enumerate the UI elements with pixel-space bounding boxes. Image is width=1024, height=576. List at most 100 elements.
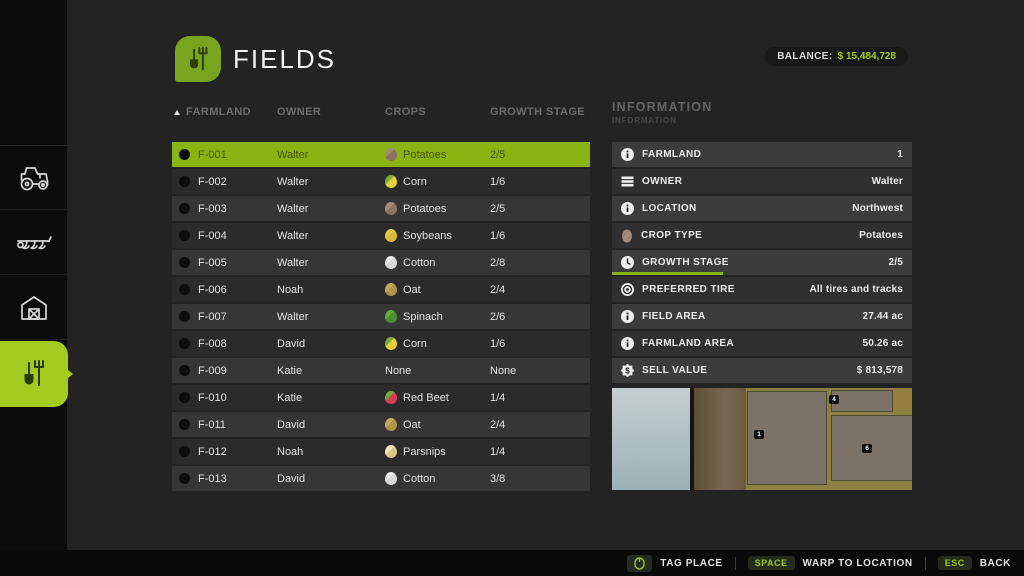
table-row[interactable]: F-012 Noah Parsnips 1/4 xyxy=(172,439,590,464)
table-row[interactable]: F-003 Walter Potatoes 2/5 xyxy=(172,196,590,221)
field-color-dot xyxy=(179,176,190,187)
crop-cell: Red Beet xyxy=(385,391,490,404)
field-id-cell: F-002 xyxy=(172,176,277,188)
table-row[interactable]: F-009 Katie None None xyxy=(172,358,590,383)
crop-name: Corn xyxy=(403,337,427,350)
field-owner: Walter xyxy=(277,202,309,215)
column-header-owner[interactable]: OWNER xyxy=(277,106,322,118)
info-left: PREFERRED TIRE xyxy=(621,283,735,296)
crop-icon xyxy=(385,148,397,161)
crop-icon xyxy=(385,202,397,215)
minimap[interactable]: 1 4 6 xyxy=(612,388,912,490)
map-terrain-patch xyxy=(893,388,912,411)
divider xyxy=(734,556,736,570)
map-field-badge[interactable]: 6 xyxy=(862,444,872,453)
crop-icon xyxy=(385,310,397,323)
info-label: PREFERRED TIRE xyxy=(642,284,735,295)
growth-stage: 2/8 xyxy=(490,256,506,269)
growth-stage: 1/4 xyxy=(490,391,506,404)
info-value: 2/5 xyxy=(888,257,903,268)
field-tools-icon xyxy=(24,360,44,386)
crop-cell: Spinach xyxy=(385,310,490,323)
table-row[interactable]: F-004 Walter Soybeans 1/6 xyxy=(172,223,590,248)
crop-cell: Oat xyxy=(385,418,490,431)
footer-hint[interactable]: SPACE WARP TO LOCATION xyxy=(747,556,913,570)
table-row[interactable]: F-001 Walter Potatoes 2/5 xyxy=(172,142,590,167)
field-color-dot xyxy=(179,419,190,430)
growth-stage: 2/4 xyxy=(490,283,506,296)
field-color-dot xyxy=(179,203,190,214)
table-row[interactable]: F-006 Noah Oat 2/4 xyxy=(172,277,590,302)
field-owner: Katie xyxy=(277,364,303,377)
fields-app-icon xyxy=(175,36,221,82)
map-field-badge[interactable]: 1 xyxy=(754,430,764,439)
crop-cell: Potatoes xyxy=(385,148,490,161)
field-id: F-012 xyxy=(198,445,227,458)
info-label: LOCATION xyxy=(642,203,697,214)
info-row-crop-type: CROP TYPE Potatoes xyxy=(612,223,912,248)
sidebar-item-fields[interactable] xyxy=(0,341,68,407)
column-header-growth-stage[interactable]: GROWTH STAGE xyxy=(490,106,586,118)
info-label: OWNER xyxy=(642,176,683,187)
info-value: Northwest xyxy=(852,203,903,214)
info-label: FARMLAND AREA xyxy=(642,338,735,349)
table-row[interactable]: F-008 David Corn 1/6 xyxy=(172,331,590,356)
info-left: OWNER xyxy=(621,175,682,188)
information-panel: INFORMATION INFORMATION FARMLAND 1 OWNER Wa… xyxy=(612,100,912,385)
column-header-farmland[interactable]: FARMLAND xyxy=(172,106,277,118)
svg-text:$: $ xyxy=(625,366,630,375)
field-id-cell: F-001 xyxy=(172,149,277,161)
field-id-cell: F-004 xyxy=(172,230,277,242)
info-left: FARMLAND xyxy=(621,148,701,161)
crop-cell: Oat xyxy=(385,283,490,296)
footer-hint[interactable]: ESC BACK xyxy=(937,556,1011,570)
growth-progress-bar xyxy=(612,272,723,275)
sidebar-item-implements[interactable] xyxy=(0,211,67,275)
field-id: F-008 xyxy=(198,337,227,350)
info-left: LOCATION xyxy=(621,202,697,215)
sidebar-item-vehicles[interactable] xyxy=(0,146,67,210)
column-header-crops[interactable]: CROPS xyxy=(385,106,427,118)
field-id-cell: F-009 xyxy=(172,365,277,377)
tire-icon xyxy=(621,283,634,296)
growth-stage: 2/6 xyxy=(490,310,506,323)
table-row[interactable]: F-005 Walter Cotton 2/8 xyxy=(172,250,590,275)
sidebar-item-buildings[interactable] xyxy=(0,276,67,340)
info-row-field-area: FIELD AREA 27.44 ac xyxy=(612,304,912,329)
crop-cell: Soybeans xyxy=(385,229,490,242)
crop-icon xyxy=(385,229,397,242)
info-label: FARMLAND xyxy=(642,149,702,160)
field-owner: Walter xyxy=(277,229,309,242)
table-row[interactable]: F-010 Katie Red Beet 1/4 xyxy=(172,385,590,410)
field-id-cell: F-008 xyxy=(172,338,277,350)
info-value: All tires and tracks xyxy=(809,284,903,295)
field-id-cell: F-005 xyxy=(172,257,277,269)
table-row[interactable]: F-007 Walter Spinach 2/6 xyxy=(172,304,590,329)
tractor-icon xyxy=(20,166,48,190)
info-value: $ 813,578 xyxy=(856,365,903,376)
footer-hint[interactable]: TAG PLACE xyxy=(627,554,722,572)
info-left: FARMLAND AREA xyxy=(621,337,734,350)
plow-icon xyxy=(16,235,52,249)
field-tools-icon xyxy=(189,46,207,70)
field-id-cell: F-011 xyxy=(172,419,277,431)
table-row[interactable]: F-002 Walter Corn 1/6 xyxy=(172,169,590,194)
info-left: FIELD AREA xyxy=(621,310,706,323)
crop-name: Cotton xyxy=(403,256,436,269)
fields-table: F-001 Walter Potatoes 2/5 F-002 Walter Corn 1/6… xyxy=(172,142,590,493)
crop-icon xyxy=(385,256,397,269)
table-row[interactable]: F-011 David Oat 2/4 xyxy=(172,412,590,437)
crop-icon xyxy=(385,337,397,350)
info-value: Walter xyxy=(871,176,903,187)
field-color-dot xyxy=(179,257,190,268)
growth-stage: 1/6 xyxy=(490,337,506,350)
crop-icon xyxy=(385,472,397,485)
left-nav xyxy=(0,0,68,576)
map-field-badge[interactable]: 4 xyxy=(829,395,839,404)
crop-icon xyxy=(385,175,397,188)
table-row[interactable]: F-013 David Cotton 3/8 xyxy=(172,466,590,491)
map-field-6[interactable] xyxy=(832,416,912,480)
map-field-4[interactable] xyxy=(832,391,892,411)
growth-stage: 2/5 xyxy=(490,148,506,161)
field-id-cell: F-006 xyxy=(172,284,277,296)
